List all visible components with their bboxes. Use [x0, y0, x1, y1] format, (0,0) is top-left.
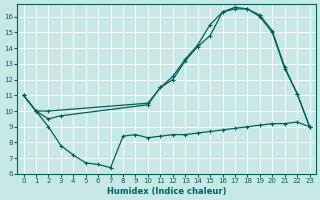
X-axis label: Humidex (Indice chaleur): Humidex (Indice chaleur)	[107, 187, 226, 196]
